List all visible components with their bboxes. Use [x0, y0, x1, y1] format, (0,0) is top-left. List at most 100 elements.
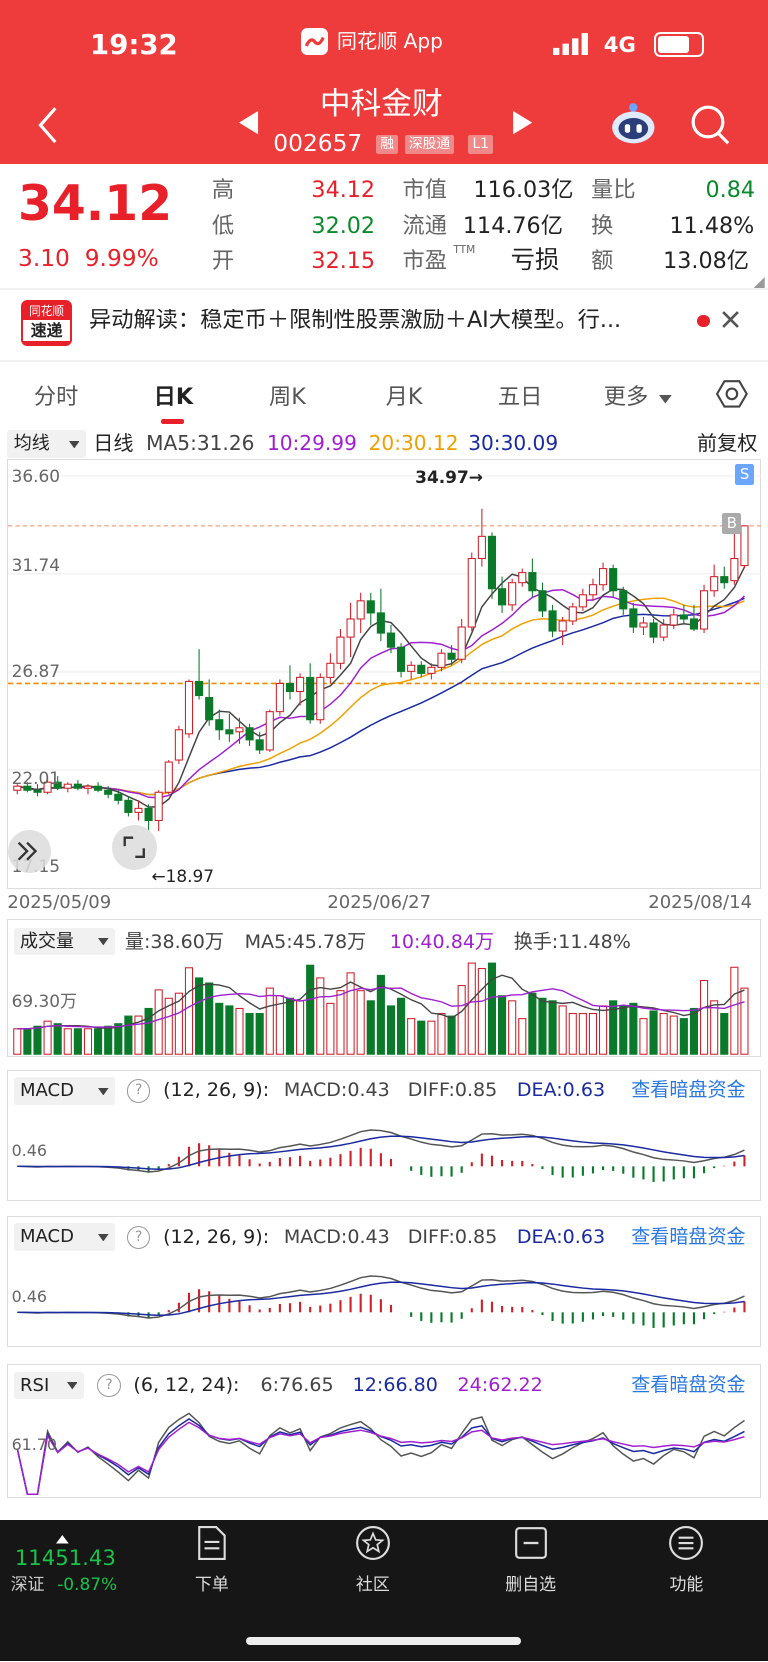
- chevron-down-icon: [66, 1382, 78, 1390]
- candle-body: [165, 761, 174, 793]
- amount-value: 13.08亿: [663, 247, 749, 274]
- candle-body: [417, 664, 426, 674]
- candle-body: [508, 581, 517, 606]
- candle-body: [559, 620, 568, 632]
- candle-body: [175, 728, 184, 761]
- rsi-panel[interactable]: RSI ? (6, 12, 24): 6:76.65 12:66.80 24:6…: [7, 1364, 761, 1498]
- nav-function-label: 功能: [669, 1573, 704, 1594]
- volume-ma10-line: [17, 986, 746, 1030]
- volume-bar: [548, 1000, 558, 1055]
- rsi-params: (6, 12, 24):: [133, 1373, 240, 1396]
- volume-bar: [114, 1022, 123, 1055]
- chevron-down-icon: [68, 440, 80, 449]
- volume-ratio-value: 0.84: [705, 177, 755, 204]
- index-value[interactable]: 11451.43: [14, 1544, 116, 1570]
- candle-body: [619, 589, 628, 610]
- dark-pool-link[interactable]: 查看暗盘资金: [631, 1225, 746, 1248]
- dark-pool-link[interactable]: 查看暗盘资金: [631, 1373, 746, 1396]
- volume-panel[interactable]: 成交量 量:38.60万 MA5:45.78万 10:40.84万 换手:11.…: [7, 919, 761, 1058]
- kline-chart-panel[interactable]: 36.60 31.74 26.87 22.01 17.15 34.97→ ←18…: [7, 458, 762, 889]
- candle-body: [316, 676, 325, 720]
- volume-y-label: 69.30万: [11, 990, 78, 1011]
- candle-body: [649, 622, 659, 638]
- app-logo-icon: [300, 27, 329, 56]
- candle-body: [367, 599, 376, 614]
- candle-body: [387, 632, 396, 648]
- candle-body: [276, 682, 285, 712]
- volume-bar: [185, 966, 194, 1055]
- macd-select-1[interactable]: MACD: [13, 1077, 116, 1105]
- next-stock-icon[interactable]: [511, 111, 532, 138]
- macd-panel-1[interactable]: MACD ? (12, 26, 9): MACD:0.43 DIFF:0.85 …: [7, 1069, 761, 1202]
- index-name: 深证: [10, 1574, 45, 1595]
- macd-chart: [17, 1275, 746, 1329]
- volume-bar: [74, 1027, 83, 1055]
- stock-name: 中科金财: [319, 85, 443, 122]
- volume-bar: [175, 992, 184, 1055]
- tab-daily-k[interactable]: 日K: [153, 384, 194, 411]
- nav-order[interactable]: 下单: [180, 1525, 244, 1594]
- candle-body: [670, 614, 679, 626]
- candle-body: [377, 612, 386, 634]
- help-icon[interactable]: ?: [127, 1225, 151, 1249]
- x-label-start: 2025/05/09: [7, 892, 112, 914]
- tab-more[interactable]: 更多: [603, 384, 649, 411]
- tab-intraday[interactable]: 分时: [33, 384, 79, 411]
- candle-body: [84, 785, 93, 789]
- candle-body: [498, 587, 507, 606]
- volume-bar: [639, 1017, 648, 1055]
- candle-body: [94, 785, 103, 791]
- divider: [0, 288, 768, 291]
- candle-body: [205, 696, 214, 720]
- robot-assistant-icon[interactable]: [610, 101, 657, 149]
- close-icon[interactable]: [721, 310, 740, 333]
- more-caret-icon[interactable]: [658, 388, 672, 408]
- candle-body: [114, 793, 123, 801]
- dark-pool-link[interactable]: 查看暗盘资金: [631, 1079, 746, 1102]
- y-label: 22.01: [11, 768, 61, 789]
- nav-function[interactable]: 功能: [655, 1525, 719, 1594]
- volume-chart: [13, 962, 749, 1055]
- news-logo-bottom: 速递: [23, 319, 70, 342]
- adjust-mode[interactable]: 前复权: [697, 431, 758, 456]
- candle-body: [144, 807, 154, 821]
- sell-marker[interactable]: S: [735, 463, 755, 486]
- indicator-select[interactable]: 均线: [7, 430, 86, 458]
- volume-bar: [357, 989, 366, 1055]
- macd-panel-2[interactable]: MACD ? (12, 26, 9): MACD:0.43 DIFF:0.85 …: [7, 1216, 761, 1348]
- tab-five-day[interactable]: 五日: [497, 384, 543, 411]
- candle-body: [336, 636, 345, 664]
- news-text[interactable]: 异动解读：稳定币＋限制性股票激励＋AI大模型。行...: [88, 309, 622, 332]
- tab-weekly-k[interactable]: 周K: [269, 384, 306, 411]
- help-icon[interactable]: ?: [127, 1079, 151, 1103]
- volume-ma5: MA5:45.78万: [244, 931, 367, 954]
- search-icon[interactable]: [690, 104, 732, 150]
- settings-hex-icon[interactable]: [715, 378, 749, 414]
- macd-select-2[interactable]: MACD: [13, 1223, 116, 1251]
- volume-bar: [33, 1025, 42, 1055]
- expand-corner-icon[interactable]: [752, 273, 765, 293]
- candle-body: [104, 789, 113, 795]
- candle-body: [468, 557, 477, 628]
- help-icon[interactable]: ?: [97, 1373, 121, 1398]
- nav-remove-watchlist-label: 删自选: [505, 1573, 557, 1594]
- volume-bar: [458, 984, 467, 1055]
- volume-select[interactable]: 成交量: [13, 927, 116, 956]
- back-icon[interactable]: [32, 104, 64, 150]
- volume-bar: [447, 1015, 457, 1055]
- rsi6-line: [16, 1412, 746, 1496]
- x-label-end: 2025/08/14: [648, 892, 753, 914]
- nav-community[interactable]: 社区: [341, 1525, 405, 1594]
- volume-bar: [488, 962, 497, 1055]
- volume-bar: [680, 1017, 689, 1055]
- prev-stock-icon[interactable]: [239, 111, 260, 138]
- buy-marker[interactable]: B: [722, 512, 742, 534]
- fullscreen-icon[interactable]: [112, 825, 157, 870]
- volume-ma5-line: [17, 974, 746, 1030]
- rsi-select[interactable]: RSI: [13, 1371, 84, 1400]
- tab-monthly-k[interactable]: 月K: [385, 384, 423, 411]
- rsi12-value: 12:66.80: [352, 1373, 438, 1396]
- nav-remove-watchlist[interactable]: 删自选: [494, 1525, 568, 1594]
- expand-sidebar-icon[interactable]: [8, 830, 51, 873]
- volume-bar: [326, 1002, 335, 1055]
